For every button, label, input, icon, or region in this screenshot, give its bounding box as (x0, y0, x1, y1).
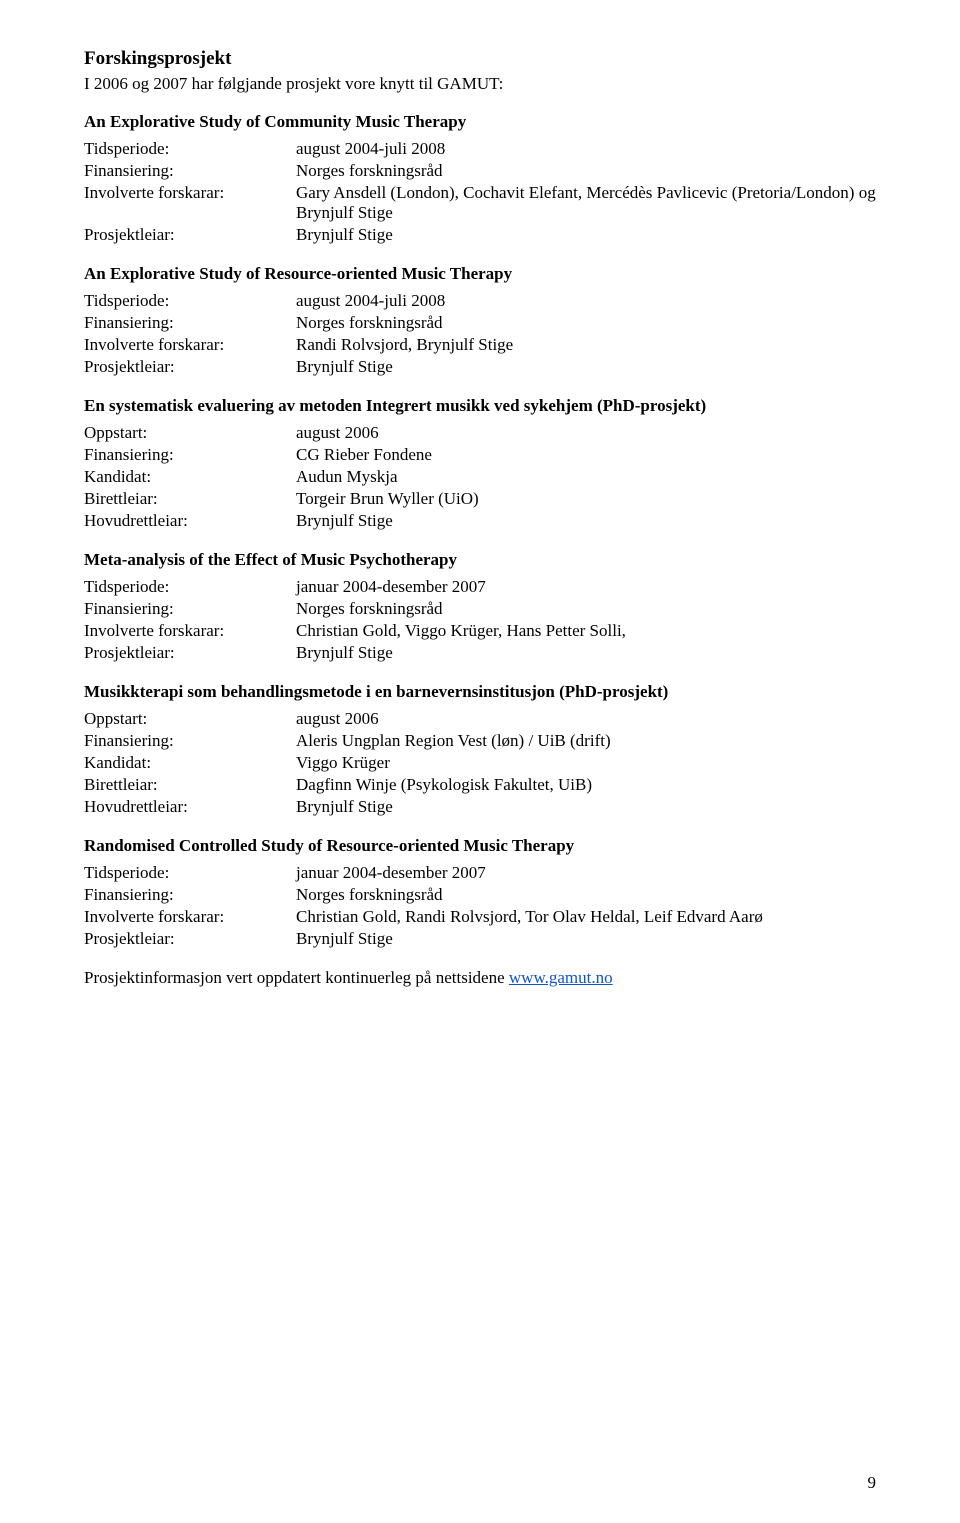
field-label: Finansiering: (84, 884, 296, 906)
field-label: Kandidat: (84, 466, 296, 488)
field-value: Brynjulf Stige (296, 510, 479, 532)
table-row: Prosjektleiar:Brynjulf Stige (84, 356, 513, 378)
field-label: Hovudrettleiar: (84, 796, 296, 818)
field-value: Torgeir Brun Wyller (UiO) (296, 488, 479, 510)
field-value: august 2004-juli 2008 (296, 138, 876, 160)
field-label: Birettleiar: (84, 488, 296, 510)
field-value: Dagfinn Winje (Psykologisk Fakultet, UiB… (296, 774, 611, 796)
table-row: Tidsperiode:januar 2004-desember 2007 (84, 862, 763, 884)
table-row: Finansiering:CG Rieber Fondene (84, 444, 479, 466)
field-value: Brynjulf Stige (296, 642, 626, 664)
table-row: Tidsperiode:august 2004-juli 2008 (84, 290, 513, 312)
field-value: Randi Rolvsjord, Brynjulf Stige (296, 334, 513, 356)
field-label: Finansiering: (84, 730, 296, 752)
project-title: Randomised Controlled Study of Resource-… (84, 836, 876, 856)
field-label: Oppstart: (84, 422, 296, 444)
field-label: Prosjektleiar: (84, 356, 296, 378)
field-label: Tidsperiode: (84, 290, 296, 312)
table-row: Kandidat:Viggo Krüger (84, 752, 611, 774)
field-value: Audun Myskja (296, 466, 479, 488)
field-value: august 2004-juli 2008 (296, 290, 513, 312)
field-value: Brynjulf Stige (296, 356, 513, 378)
project-fields-table: Oppstart:august 2006Finansiering:Aleris … (84, 708, 611, 818)
table-row: Involverte forskarar:Randi Rolvsjord, Br… (84, 334, 513, 356)
field-label: Tidsperiode: (84, 862, 296, 884)
field-value: Norges forskningsråd (296, 160, 876, 182)
field-value: CG Rieber Fondene (296, 444, 479, 466)
field-value: Viggo Krüger (296, 752, 611, 774)
project-fields-table: Tidsperiode:august 2004-juli 2008Finansi… (84, 138, 876, 246)
page-number: 9 (868, 1473, 877, 1493)
field-value: Brynjulf Stige (296, 796, 611, 818)
project-fields-table: Tidsperiode:januar 2004-desember 2007Fin… (84, 862, 763, 950)
project-fields-table: Oppstart:august 2006Finansiering:CG Rieb… (84, 422, 479, 532)
field-label: Finansiering: (84, 312, 296, 334)
field-label: Oppstart: (84, 708, 296, 730)
table-row: Involverte forskarar:Christian Gold, Vig… (84, 620, 626, 642)
field-value: Norges forskningsråd (296, 884, 763, 906)
field-label: Prosjektleiar: (84, 642, 296, 664)
field-value: august 2006 (296, 422, 479, 444)
field-label: Finansiering: (84, 160, 296, 182)
section-heading: Forskingsprosjekt (84, 48, 876, 70)
footer-text: Prosjektinformasjon vert oppdatert konti… (84, 968, 509, 987)
field-label: Hovudrettleiar: (84, 510, 296, 532)
table-row: Finansiering:Norges forskningsråd (84, 160, 876, 182)
project-title: Meta-analysis of the Effect of Music Psy… (84, 550, 876, 570)
field-value: Christian Gold, Randi Rolvsjord, Tor Ola… (296, 906, 763, 928)
field-label: Birettleiar: (84, 774, 296, 796)
table-row: Birettleiar:Torgeir Brun Wyller (UiO) (84, 488, 479, 510)
document-page: Forskingsprosjekt I 2006 og 2007 har føl… (0, 0, 960, 1523)
project-title: An Explorative Study of Community Music … (84, 112, 876, 132)
table-row: Prosjektleiar:Brynjulf Stige (84, 224, 876, 246)
field-label: Involverte forskarar: (84, 182, 296, 224)
table-row: Prosjektleiar:Brynjulf Stige (84, 928, 763, 950)
table-row: Finansiering:Norges forskningsråd (84, 312, 513, 334)
table-row: Tidsperiode:august 2004-juli 2008 (84, 138, 876, 160)
field-label: Tidsperiode: (84, 576, 296, 598)
field-value: Aleris Ungplan Region Vest (løn) / UiB (… (296, 730, 611, 752)
field-label: Kandidat: (84, 752, 296, 774)
project-fields-table: Tidsperiode:januar 2004-desember 2007Fin… (84, 576, 626, 664)
projects-list: An Explorative Study of Community Music … (84, 112, 876, 950)
project-title: Musikkterapi som behandlingsmetode i en … (84, 682, 876, 702)
field-value: Brynjulf Stige (296, 928, 763, 950)
project-fields-table: Tidsperiode:august 2004-juli 2008Finansi… (84, 290, 513, 378)
footer-link[interactable]: www.gamut.no (509, 968, 613, 987)
field-label: Involverte forskarar: (84, 620, 296, 642)
field-value: januar 2004-desember 2007 (296, 576, 626, 598)
field-label: Tidsperiode: (84, 138, 296, 160)
field-label: Finansiering: (84, 598, 296, 620)
field-value: januar 2004-desember 2007 (296, 862, 763, 884)
table-row: Oppstart:august 2006 (84, 708, 611, 730)
intro-paragraph: I 2006 og 2007 har følgjande prosjekt vo… (84, 74, 876, 94)
table-row: Hovudrettleiar:Brynjulf Stige (84, 796, 611, 818)
field-value: Gary Ansdell (London), Cochavit Elefant,… (296, 182, 876, 224)
field-value: Christian Gold, Viggo Krüger, Hans Pette… (296, 620, 626, 642)
table-row: Finansiering:Norges forskningsråd (84, 884, 763, 906)
field-label: Finansiering: (84, 444, 296, 466)
field-value: Brynjulf Stige (296, 224, 876, 246)
table-row: Kandidat:Audun Myskja (84, 466, 479, 488)
table-row: Prosjektleiar:Brynjulf Stige (84, 642, 626, 664)
field-label: Involverte forskarar: (84, 906, 296, 928)
table-row: Finansiering:Aleris Ungplan Region Vest … (84, 730, 611, 752)
field-value: august 2006 (296, 708, 611, 730)
table-row: Involverte forskarar:Christian Gold, Ran… (84, 906, 763, 928)
table-row: Birettleiar:Dagfinn Winje (Psykologisk F… (84, 774, 611, 796)
field-label: Prosjektleiar: (84, 928, 296, 950)
project-title: An Explorative Study of Resource-oriente… (84, 264, 876, 284)
table-row: Hovudrettleiar:Brynjulf Stige (84, 510, 479, 532)
field-value: Norges forskningsråd (296, 598, 626, 620)
footer-line: Prosjektinformasjon vert oppdatert konti… (84, 968, 876, 988)
field-label: Prosjektleiar: (84, 224, 296, 246)
field-label: Involverte forskarar: (84, 334, 296, 356)
project-title: En systematisk evaluering av metoden Int… (84, 396, 876, 416)
field-value: Norges forskningsråd (296, 312, 513, 334)
table-row: Involverte forskarar:Gary Ansdell (Londo… (84, 182, 876, 224)
table-row: Finansiering:Norges forskningsråd (84, 598, 626, 620)
table-row: Oppstart:august 2006 (84, 422, 479, 444)
table-row: Tidsperiode:januar 2004-desember 2007 (84, 576, 626, 598)
